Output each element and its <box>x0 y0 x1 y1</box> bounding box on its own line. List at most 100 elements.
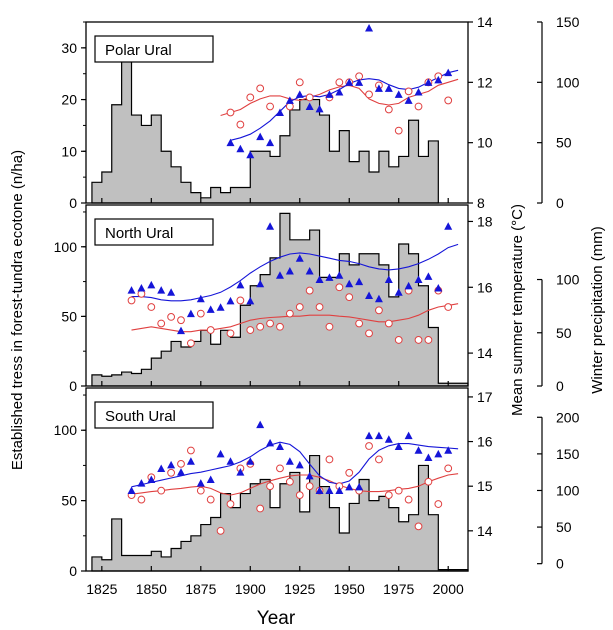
precipitation-point <box>226 138 235 147</box>
panel-title: South Ural <box>105 408 176 425</box>
precipitation-tick-label: 100 <box>556 482 580 498</box>
precipitation-point <box>335 87 344 96</box>
temperature-point <box>266 102 274 111</box>
precipitation-point <box>374 84 383 92</box>
temperature-point <box>285 102 294 111</box>
temperature-point <box>236 296 245 305</box>
temperature-point <box>157 486 166 495</box>
panel-title-box: South Ural <box>94 401 214 429</box>
precipitation-point <box>196 294 205 303</box>
precipitation-tick-label: 50 <box>556 325 572 341</box>
temperature-point <box>157 319 166 328</box>
precipitation-point <box>424 78 433 86</box>
plot-frame <box>85 387 469 572</box>
precipitation-point <box>275 271 284 279</box>
temperature-tick-label: 14 <box>477 345 493 361</box>
temperature-point <box>325 322 334 331</box>
temperature-point <box>424 477 433 486</box>
temperature-tick-label: 8 <box>477 195 485 211</box>
precipitation-point <box>285 457 294 465</box>
precipitation-smooth-line <box>230 69 459 141</box>
precipitation-point <box>256 279 265 288</box>
precipitation-point <box>137 284 146 292</box>
temperature-point <box>177 316 185 325</box>
temperature-tick-label: 16 <box>477 279 493 295</box>
x-tick-label: 1950 <box>334 581 365 597</box>
precipitation-point <box>266 138 275 147</box>
temperature-tick-label: 15 <box>477 478 493 494</box>
precipitation-point <box>394 90 403 98</box>
precipitation-point <box>404 431 413 440</box>
precipitation-point <box>365 291 374 299</box>
precipitation-point <box>167 460 176 469</box>
temperature-point <box>177 459 185 468</box>
precipitation-point <box>226 296 235 305</box>
precipitation-tick-label: 0 <box>556 556 564 572</box>
precipitation-point <box>127 286 136 294</box>
temperature-point <box>335 283 344 292</box>
temperature-point <box>345 293 354 302</box>
temperature-point <box>325 455 334 464</box>
precipitation-tick-label: 200 <box>556 409 580 425</box>
precipitation-point <box>295 90 304 98</box>
temperature-point <box>196 309 205 318</box>
temperature-point <box>404 495 413 504</box>
precipitation-point <box>285 96 294 104</box>
precipitation-point <box>295 460 304 469</box>
temperature-point <box>335 78 344 87</box>
precipitation-point <box>305 102 314 110</box>
temperature-tick-label: 12 <box>477 74 493 90</box>
precipitation-tick-label: 150 <box>556 446 580 462</box>
precipitation-point <box>177 468 186 476</box>
temperature-point <box>414 522 423 531</box>
x-tick-label: 1850 <box>136 581 167 597</box>
temperature-point <box>256 84 265 93</box>
temperature-point <box>295 78 304 87</box>
temperature-point <box>404 87 413 96</box>
precipitation-point <box>355 277 364 286</box>
bars-histogram <box>91 57 439 204</box>
precipitation-point <box>365 24 374 32</box>
precipitation-point <box>246 457 255 465</box>
x-tick-label: 1900 <box>235 581 266 597</box>
temperature-point <box>226 108 235 117</box>
temperature-point <box>414 336 423 344</box>
temperature-point <box>384 491 393 500</box>
panel-2: 0 50 100 14 16 18 0 50 100 North Ural <box>54 204 580 394</box>
precipitation-point <box>384 84 393 92</box>
precipitation-tick-label: 150 <box>556 14 580 30</box>
precipitation-point <box>414 87 423 96</box>
precipitation-point <box>424 453 433 462</box>
panel-1: 0 10 20 30 8 10 12 14 0 50 100 150 Polar Ural <box>61 14 579 211</box>
temperature-point <box>305 93 314 102</box>
precipitation-tick-label: 100 <box>556 272 580 288</box>
precipitation-point <box>256 420 265 429</box>
precipitation-point <box>444 222 453 230</box>
precipitation-point <box>374 294 383 303</box>
precipitation-point <box>137 479 146 487</box>
precipitation-tick-label: 50 <box>556 519 572 535</box>
temperature-point <box>434 500 443 508</box>
precipitation-point <box>206 305 215 313</box>
plot-frame <box>85 21 469 204</box>
precipitation-point <box>256 132 265 141</box>
temperature-point <box>384 319 393 328</box>
precipitation-point <box>246 296 255 305</box>
left-axis-label: Established tress in forest-tundra ecoto… <box>9 150 26 470</box>
panel-title-frame <box>94 35 214 63</box>
precipitation-point <box>127 486 136 494</box>
temperature-point <box>147 303 156 311</box>
temperature-point <box>256 504 265 513</box>
temperature-point <box>187 446 195 455</box>
precipitation-point <box>345 279 354 288</box>
temperature-point <box>226 500 235 508</box>
precipitation-smooth-line <box>131 441 459 488</box>
precipitation-point <box>266 222 275 230</box>
precipitation-point <box>236 468 245 476</box>
temperature-point <box>444 464 453 473</box>
panel-title-frame <box>94 218 214 246</box>
temperature-point <box>285 477 294 486</box>
temperature-point <box>315 303 324 311</box>
precipitation-point <box>236 144 245 153</box>
precipitation-point <box>414 446 423 454</box>
